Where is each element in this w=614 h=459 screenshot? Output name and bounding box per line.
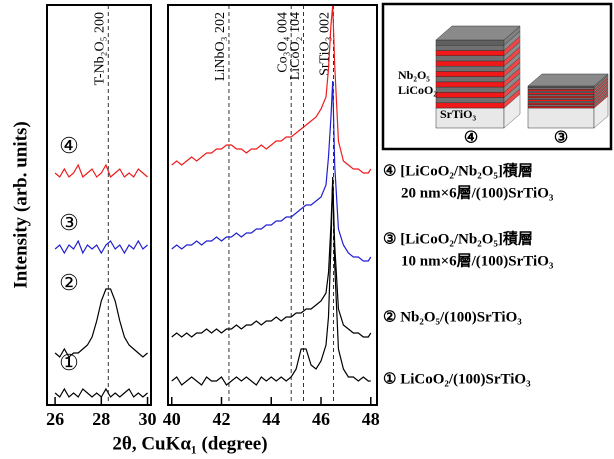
description: ② Nb₂O₅/(100)SrTiO₃ [383,309,522,325]
spectrum-line [171,176,371,386]
layer-front [435,44,505,51]
series-label: ③ [59,210,79,235]
inset-label: LiCoO₂ [398,83,437,97]
x-tick-label: 40 [163,409,181,429]
inset-label: ③ [554,130,568,147]
x-tick-label: 26 [46,409,64,429]
x-tick-label: 28 [92,409,110,429]
layer-front [435,55,505,62]
layer-front [435,76,505,83]
description: ① LiCoO₂/(100)SrTiO₃ [383,371,531,387]
plot-frame [46,4,152,406]
series-label: ② [59,270,79,295]
layer-front [527,90,595,94]
reference-label: T-Nb₂O₅ 200 [92,12,107,85]
x-axis-label: 2θ, CuKα₁ (degree) [112,433,267,454]
layer-front [435,50,505,56]
description: 10 nm×6層/(100)SrTiO₃ [401,252,554,269]
description: ④ [LiCoO₂/Nb₂O₅]積層 [383,161,533,179]
layer-front [435,71,505,77]
y-axis-label: Intensity (arb. units) [10,121,31,288]
layer-front [527,97,595,100]
series-label: ① [59,350,79,375]
spectrum-line [54,288,148,358]
plot-frame [167,4,378,406]
layer-front [435,86,505,93]
layer-front [527,100,595,104]
x-tick-label: 46 [312,409,330,429]
spectrum-line [171,80,372,262]
spectrum-line [54,163,148,179]
spectrum-line [171,180,372,338]
x-tick-label: 30 [139,409,157,429]
reference-label: LiCoO₂ 104 [288,12,303,80]
layer-front [435,65,505,72]
layer-front [527,92,595,95]
layer-front [435,97,505,104]
reference-label: LiNbO₃ 202 [213,12,228,81]
layer-front [527,94,595,97]
layer-front [527,99,595,102]
x-tick-label: 44 [262,409,280,429]
description: 20 nm×6層/(100)SrTiO₃ [401,184,554,201]
spectrum-line [54,387,148,398]
inset-label: SrTiO₃ [440,107,476,121]
series-label: ④ [59,133,79,158]
layer-front [435,39,505,46]
layer-front [527,87,595,90]
layer-front [527,95,595,99]
layer-front [527,85,595,88]
layer-top [527,73,609,87]
inset-diagram [435,25,609,129]
layer-front [527,106,595,109]
layer-front [527,104,595,107]
x-tick-label: 42 [212,409,230,429]
description: ③ [LiCoO₂/Nb₂O₅]積層 [383,229,533,247]
layer-front [435,60,505,67]
spectrum-line [171,4,372,174]
layer-front [527,89,595,92]
spectrum-line [54,239,148,255]
inset-label: Nb₂O₅ [398,68,430,82]
layer-top [435,25,521,41]
x-tick-label: 48 [362,409,380,429]
reference-label: Co₃O₄ 004 [275,12,290,73]
layer-front [435,92,505,98]
layer-front [527,107,595,129]
layer-front [435,81,505,88]
layer-front [527,102,595,105]
inset-label: ④ [464,130,478,147]
